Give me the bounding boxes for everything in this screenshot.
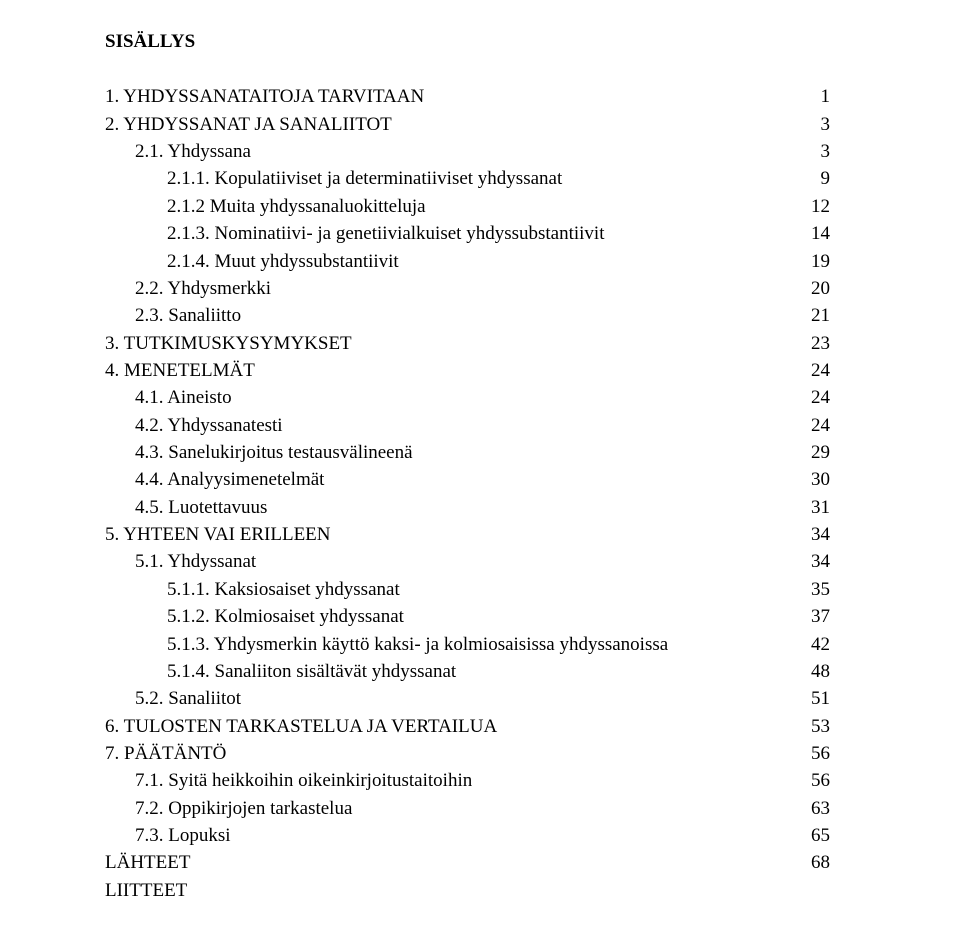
toc-entry-page: 53: [800, 713, 830, 740]
toc-entry-label: 4.2. Yhdyssanatesti: [105, 412, 283, 439]
toc-entry-label: 4. MENETELMÄT: [105, 357, 255, 384]
toc-entry-label: 2.2. Yhdysmerkki: [105, 275, 271, 302]
toc-entry-page: 68: [800, 849, 830, 876]
toc-entry-page: 3: [800, 111, 830, 138]
toc-entry: LÄHTEET 68: [105, 849, 830, 876]
toc-entry-page: 65: [800, 822, 830, 849]
toc-entry: 4.4. Analyysimenetelmät 30: [105, 466, 830, 493]
toc-entry-label: 1. YHDYSSANATAITOJA TARVITAAN: [105, 83, 424, 110]
toc-entry: 6. TULOSTEN TARKASTELUA JA VERTAILUA 53: [105, 713, 830, 740]
toc-entry-page: 35: [800, 576, 830, 603]
toc-entry: 2. YHDYSSANAT JA SANALIITOT 3: [105, 111, 830, 138]
toc-entry-page: 42: [800, 631, 830, 658]
toc-entry-label: 7.3. Lopuksi: [105, 822, 231, 849]
toc-entry-page: 20: [800, 275, 830, 302]
toc-entry-label: 5.1.4. Sanaliiton sisältävät yhdyssanat: [105, 658, 456, 685]
toc-entry-page: 19: [800, 248, 830, 275]
toc-entry-page: 34: [800, 548, 830, 575]
toc-entry: 2.1.2 Muita yhdyssanaluokitteluja 12: [105, 193, 830, 220]
toc-entry-label: 5. YHTEEN VAI ERILLEEN: [105, 521, 331, 548]
toc-entry-page: 24: [800, 412, 830, 439]
toc-entry: 5.1.4. Sanaliiton sisältävät yhdyssanat 4…: [105, 658, 830, 685]
toc-entry-label: 4.5. Luotettavuus: [105, 494, 267, 521]
toc-entry: 7.1. Syitä heikkoihin oikeinkirjoitustai…: [105, 767, 830, 794]
toc-entry: 2.1.4. Muut yhdyssubstantiivit 19: [105, 248, 830, 275]
toc-entry-page: 9: [800, 165, 830, 192]
toc-entry-label: 2.1.2 Muita yhdyssanaluokitteluja: [105, 193, 426, 220]
toc-entry: 3. TUTKIMUSKYSYMYKSET 23: [105, 330, 830, 357]
toc-entry-label: 2. YHDYSSANAT JA SANALIITOT: [105, 111, 392, 138]
toc-entry-page: 24: [800, 357, 830, 384]
toc-entry: 2.2. Yhdysmerkki 20: [105, 275, 830, 302]
toc-entry: 2.1.3. Nominatiivi- ja genetiivialkuiset…: [105, 220, 830, 247]
toc-title: SISÄLLYS: [105, 28, 830, 55]
toc-entry-label: 5.1.3. Yhdysmerkin käyttö kaksi- ja kolm…: [105, 631, 668, 658]
toc-entry-label: 2.1. Yhdyssana: [105, 138, 251, 165]
toc-entry: 4.3. Sanelukirjoitus testausvälineenä 29: [105, 439, 830, 466]
toc-entry-page: 21: [800, 302, 830, 329]
toc-entry: 5.1.3. Yhdysmerkin käyttö kaksi- ja kolm…: [105, 631, 830, 658]
toc-entry: 7.2. Oppikirjojen tarkastelua 63: [105, 795, 830, 822]
toc-entry-page: 30: [800, 466, 830, 493]
toc-entry-page: 3: [800, 138, 830, 165]
toc-entry-page: 56: [800, 740, 830, 767]
toc-entry-label: 4.3. Sanelukirjoitus testausvälineenä: [105, 439, 413, 466]
toc-entry-page: 31: [800, 494, 830, 521]
toc-entry-label: 2.1.4. Muut yhdyssubstantiivit: [105, 248, 399, 275]
toc-entry-label: 6. TULOSTEN TARKASTELUA JA VERTAILUA: [105, 713, 497, 740]
toc-entry-label: 7.2. Oppikirjojen tarkastelua: [105, 795, 352, 822]
toc-entry-page: 56: [800, 767, 830, 794]
toc-page: SISÄLLYS 1. YHDYSSANATAITOJA TARVITAAN12…: [0, 0, 960, 932]
toc-entry: 5.1.2. Kolmiosaiset yhdyssanat 37: [105, 603, 830, 630]
toc-entry-page: 63: [800, 795, 830, 822]
toc-entry-label: 5.1.2. Kolmiosaiset yhdyssanat: [105, 603, 404, 630]
toc-entry-label: 2.1.1. Kopulatiiviset ja determinatiivis…: [105, 165, 562, 192]
toc-entry: 7. PÄÄTÄNTÖ 56: [105, 740, 830, 767]
toc-entry: 2.1.1. Kopulatiiviset ja determinatiivis…: [105, 165, 830, 192]
toc-entry-page: 48: [800, 658, 830, 685]
toc-entry-page: 51: [800, 685, 830, 712]
toc-entry-label: 5.2. Sanaliitot: [105, 685, 241, 712]
toc-entry: 2.1. Yhdyssana 3: [105, 138, 830, 165]
toc-entry-label: LIITTEET: [105, 877, 187, 904]
toc-entry: 5.1.1. Kaksiosaiset yhdyssanat 35: [105, 576, 830, 603]
toc-entry-page: 12: [800, 193, 830, 220]
toc-entry: LIITTEET: [105, 877, 830, 904]
toc-entry-label: 3. TUTKIMUSKYSYMYKSET: [105, 330, 352, 357]
toc-entry: 4. MENETELMÄT 24: [105, 357, 830, 384]
toc-entry: 7.3. Lopuksi 65: [105, 822, 830, 849]
toc-entry: 4.5. Luotettavuus 31: [105, 494, 830, 521]
toc-entry-label: 7. PÄÄTÄNTÖ: [105, 740, 226, 767]
toc-entry: 2.3. Sanaliitto 21: [105, 302, 830, 329]
toc-entry-label: 2.3. Sanaliitto: [105, 302, 241, 329]
toc-entry-page: 37: [800, 603, 830, 630]
toc-entry: 5. YHTEEN VAI ERILLEEN 34: [105, 521, 830, 548]
toc-entry-label: 5.1. Yhdyssanat: [105, 548, 256, 575]
toc-entry-label: LÄHTEET: [105, 849, 190, 876]
toc-entry-page: 24: [800, 384, 830, 411]
toc-entry: 4.2. Yhdyssanatesti 24: [105, 412, 830, 439]
toc-entry-label: 4.1. Aineisto: [105, 384, 232, 411]
toc-entry-page: 29: [800, 439, 830, 466]
toc-entry-label: 2.1.3. Nominatiivi- ja genetiivialkuiset…: [105, 220, 604, 247]
toc-entry: 4.1. Aineisto 24: [105, 384, 830, 411]
toc-entry: 5.2. Sanaliitot 51: [105, 685, 830, 712]
toc-list: 1. YHDYSSANATAITOJA TARVITAAN12. YHDYSSA…: [105, 83, 830, 904]
toc-entry-page: 14: [800, 220, 830, 247]
toc-entry-label: 5.1.1. Kaksiosaiset yhdyssanat: [105, 576, 400, 603]
toc-entry: 5.1. Yhdyssanat 34: [105, 548, 830, 575]
toc-entry: 1. YHDYSSANATAITOJA TARVITAAN 1: [105, 83, 830, 110]
toc-entry-page: 34: [800, 521, 830, 548]
toc-entry-page: 23: [800, 330, 830, 357]
toc-entry-label: 4.4. Analyysimenetelmät: [105, 466, 324, 493]
toc-entry-label: 7.1. Syitä heikkoihin oikeinkirjoitustai…: [105, 767, 472, 794]
toc-entry-page: 1: [800, 83, 830, 110]
